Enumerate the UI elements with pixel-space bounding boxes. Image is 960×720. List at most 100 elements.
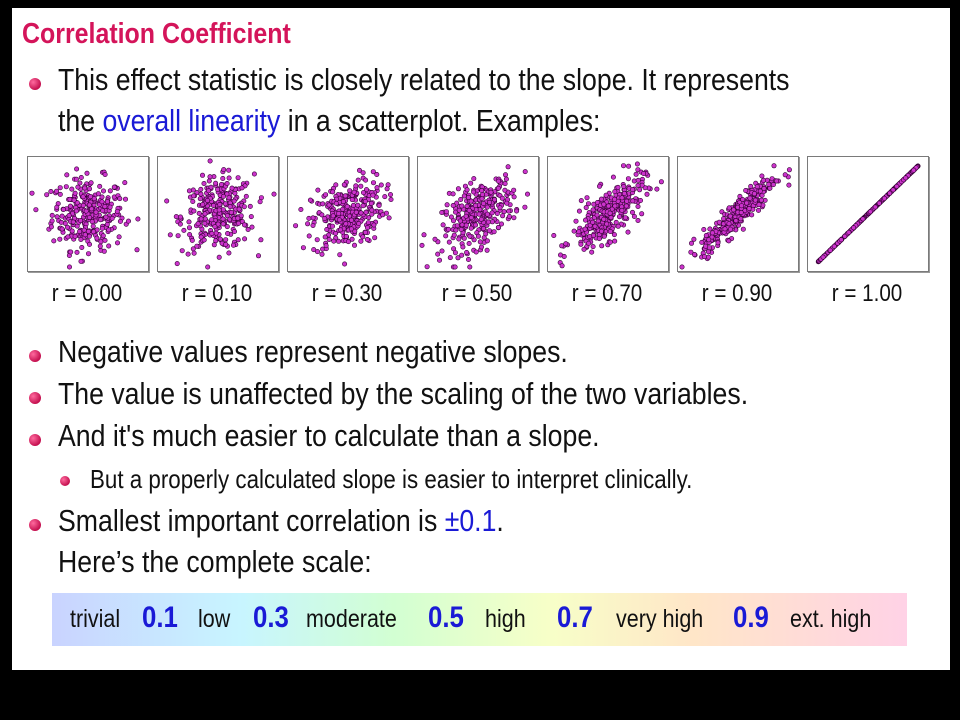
scatter-point	[102, 172, 108, 178]
scatter-point	[525, 191, 531, 197]
scatter-point	[380, 212, 386, 218]
scatter-point	[368, 200, 374, 206]
scale-threshold: 0.3	[253, 601, 289, 634]
scatter-point	[369, 211, 375, 217]
scatter-point	[511, 215, 517, 221]
scatter-point	[333, 182, 339, 188]
scatter-point	[499, 221, 505, 227]
scatter-point	[343, 233, 349, 239]
bullet-1-text: the	[58, 103, 103, 138]
scatter-point	[54, 214, 60, 220]
scatter-point	[464, 187, 470, 193]
scatter-point	[459, 203, 465, 209]
scatter-point	[633, 171, 639, 177]
scatter-point	[625, 176, 631, 182]
scatter-point	[356, 221, 362, 227]
scatter-point	[357, 167, 363, 173]
scatter-point	[211, 242, 217, 248]
scatter-point	[707, 226, 713, 232]
scatter-point	[463, 222, 469, 228]
bullet-5-period: .	[496, 503, 504, 538]
scatter-point	[57, 191, 63, 197]
scatter-point	[370, 192, 376, 198]
scatter-point	[450, 191, 456, 197]
scatter-point	[691, 236, 697, 242]
scatter-point	[561, 254, 567, 260]
scatter-point	[257, 199, 263, 205]
scatter-point	[505, 164, 511, 170]
scatter-point	[67, 203, 73, 209]
scatter-point	[122, 180, 128, 186]
scatter-point	[786, 167, 792, 173]
sub-bullet: But a properly calculated slope is easie…	[90, 464, 693, 494]
scatter-point	[33, 207, 39, 213]
scatter-point	[340, 199, 346, 205]
scatter-point	[503, 172, 509, 178]
scatter-point	[355, 202, 361, 208]
scatter-point	[224, 180, 230, 186]
scatter-point	[106, 227, 112, 233]
scatter-point	[345, 239, 351, 245]
scatter-point	[224, 213, 230, 219]
scatter-point	[466, 207, 472, 213]
scatter-point	[903, 175, 909, 181]
scatter-point	[350, 202, 356, 208]
scatter-point	[100, 208, 106, 214]
scatter-point	[478, 244, 484, 250]
scatter-point	[504, 200, 510, 206]
scatter-point	[641, 171, 647, 177]
scatter-point	[612, 196, 618, 202]
scatter-point	[443, 233, 449, 239]
scatter-point	[81, 227, 87, 233]
scatter-point	[911, 167, 917, 173]
scatter-point	[615, 184, 621, 190]
scatter-point	[374, 172, 380, 178]
scatter-point	[220, 216, 226, 222]
scatter-point	[623, 203, 629, 209]
scatter-point	[594, 212, 600, 218]
scatter-point	[503, 176, 509, 182]
scatter-point	[198, 216, 204, 222]
scatter-point	[221, 167, 227, 173]
scatter-point	[551, 233, 557, 239]
scatter-point	[599, 243, 605, 249]
scatter-point	[582, 217, 588, 223]
scatter-point	[382, 194, 388, 200]
scatter-point	[206, 178, 212, 184]
scatter-point	[872, 204, 878, 210]
scatter-point	[210, 202, 216, 208]
scatter-point	[630, 187, 636, 193]
scatter-point	[342, 193, 348, 199]
scatter-point	[201, 180, 207, 186]
scatter-point	[578, 241, 584, 247]
scatter-point	[638, 197, 644, 203]
scatter-point	[249, 224, 255, 230]
scatter-point	[612, 189, 618, 195]
scatter-point	[461, 193, 467, 199]
scatter-point	[586, 240, 592, 246]
scatter-point	[635, 182, 641, 188]
scatter-point	[220, 193, 226, 199]
scatter-point	[715, 240, 721, 246]
scatter-point	[460, 244, 466, 250]
scatter-point	[54, 204, 60, 210]
scatter-point	[457, 218, 463, 224]
scatter-point	[242, 236, 248, 242]
scatter-point	[596, 183, 602, 189]
scatter-point	[86, 241, 92, 247]
scatter-point	[481, 226, 487, 232]
scatter-point	[488, 189, 494, 195]
scatter-point	[217, 236, 223, 242]
scatter-point	[851, 225, 857, 231]
scatter-point	[86, 202, 92, 208]
scatter-point	[458, 227, 464, 233]
scatter-point	[511, 194, 517, 200]
scatter-point	[594, 199, 600, 205]
scatter-point	[439, 209, 445, 215]
scatter-point	[479, 188, 485, 194]
scatter-point	[69, 186, 75, 192]
scatter-point	[236, 206, 242, 212]
scatter-point	[454, 200, 460, 206]
scatter-point	[716, 219, 722, 225]
scatter-point	[583, 205, 589, 211]
